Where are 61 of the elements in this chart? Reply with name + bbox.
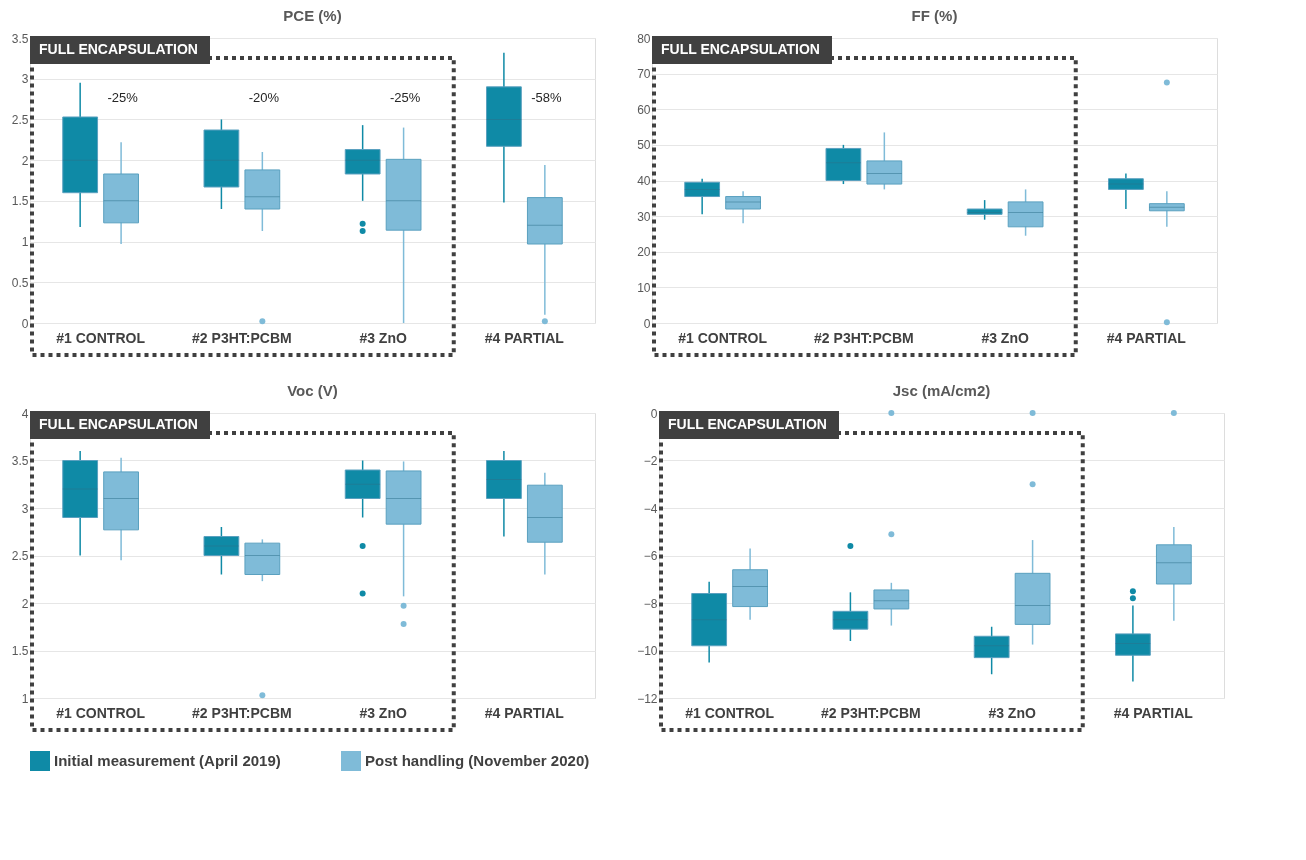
x-tick-label: #4 PARTIAL: [1106, 329, 1187, 346]
y-tick-label: −4: [643, 501, 658, 516]
y-tick-label: −10: [637, 644, 658, 658]
annotation: -58%: [531, 90, 562, 105]
y-tick-label: 0.5: [11, 275, 29, 290]
y-tick-label: 60: [637, 102, 651, 117]
annotation: FULL ENCAPSULATION: [39, 416, 198, 432]
legend-label: Post handling (November 2020): [365, 752, 590, 769]
y-tick-label: 30: [637, 209, 651, 224]
y-tick-label: 20: [637, 245, 651, 260]
chart-title: PCE (%): [283, 7, 342, 24]
annotation: -25%: [389, 90, 421, 105]
x-tick-label: #3 ZnO: [981, 329, 1029, 346]
y-tick-label: 2: [21, 153, 29, 168]
y-tick-label: 80: [637, 31, 651, 46]
y-tick-label: 2: [21, 596, 29, 611]
y-tick-label: 3.5: [11, 31, 29, 46]
x-tick-label: #4 PARTIAL: [484, 329, 565, 346]
y-tick-label: −2: [643, 454, 658, 468]
y-tick-label: 0: [21, 316, 29, 331]
x-tick-label: #2 P3HT:PCBM: [192, 329, 292, 346]
annotation: FULL ENCAPSULATION: [661, 41, 820, 57]
x-tick-label: #3 ZnO: [359, 704, 407, 721]
y-tick-label: 2.5: [11, 549, 29, 563]
x-tick-label: #2 P3HT:PCBM: [192, 704, 292, 721]
y-tick-label: 50: [637, 138, 651, 153]
x-tick-label: #1 CONTROL: [56, 704, 146, 721]
y-tick-label: 0: [643, 316, 651, 331]
chart-title: FF (%): [911, 7, 958, 24]
y-tick-label: 1.5: [11, 644, 29, 658]
y-tick-label: 3: [21, 72, 29, 87]
y-tick-label: 0: [650, 406, 658, 421]
chart-title: Voc (V): [287, 382, 338, 399]
y-tick-label: 70: [637, 67, 651, 82]
y-tick-label: 40: [637, 174, 651, 188]
chart-title: Jsc (mA/cm2): [892, 382, 991, 399]
annotation: FULL ENCAPSULATION: [668, 416, 827, 432]
y-tick-label: 1: [21, 235, 29, 250]
y-tick-label: −6: [643, 549, 658, 563]
y-tick-label: −12: [637, 691, 658, 706]
y-tick-label: 2.5: [11, 112, 29, 127]
x-tick-label: #1 CONTROL: [678, 329, 768, 346]
x-tick-label: #4 PARTIAL: [1113, 704, 1194, 721]
y-tick-label: 10: [637, 280, 651, 295]
y-tick-label: 1.5: [11, 194, 29, 209]
x-tick-label: #1 CONTROL: [685, 704, 775, 721]
y-tick-label: 3.5: [11, 454, 29, 468]
x-tick-label: #2 P3HT:PCBM: [821, 704, 921, 721]
x-tick-label: #2 P3HT:PCBM: [814, 329, 914, 346]
annotation: -20%: [248, 90, 280, 105]
x-tick-label: #1 CONTROL: [56, 329, 146, 346]
y-tick-label: 3: [21, 501, 29, 516]
x-tick-label: #4 PARTIAL: [484, 704, 565, 721]
legend-label: Initial measurement (April 2019): [54, 752, 281, 769]
y-tick-label: 4: [21, 406, 29, 421]
x-tick-label: #3 ZnO: [359, 329, 407, 346]
annotation: -25%: [107, 90, 139, 105]
y-tick-label: −8: [643, 596, 658, 611]
x-tick-label: #3 ZnO: [988, 704, 1036, 721]
annotation: FULL ENCAPSULATION: [39, 41, 198, 57]
y-tick-label: 1: [21, 691, 29, 706]
